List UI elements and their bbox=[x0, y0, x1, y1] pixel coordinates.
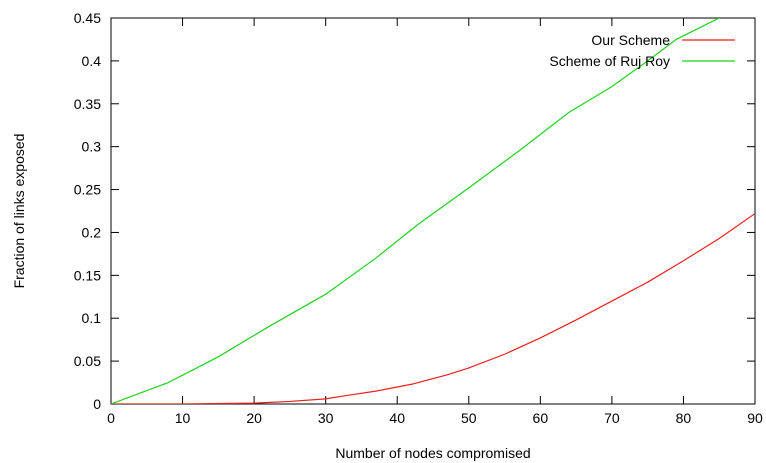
x-tick-label: 80 bbox=[676, 410, 692, 426]
x-tick-label: 70 bbox=[604, 410, 620, 426]
x-axis: 0 10 20 30 40 50 60 70 80 90 bbox=[107, 18, 763, 426]
y-tick-label: 0.1 bbox=[82, 310, 102, 326]
y-tick-label: 0.25 bbox=[74, 182, 101, 198]
legend-label-our-scheme: Our Scheme bbox=[591, 32, 670, 48]
series-line-our-scheme bbox=[111, 213, 755, 404]
y-tick-label: 0.15 bbox=[74, 267, 101, 283]
x-tick-label: 90 bbox=[747, 410, 763, 426]
plot-border bbox=[110, 17, 756, 405]
legend: Our Scheme Scheme of Ruj Roy bbox=[549, 32, 735, 69]
x-axis-title: Number of nodes compromised bbox=[335, 445, 530, 461]
y-tick-label: 0.45 bbox=[74, 10, 101, 26]
series-line-scheme-of-ruj-roy bbox=[111, 18, 720, 404]
x-tick-label: 30 bbox=[318, 410, 334, 426]
y-tick-label: 0.3 bbox=[82, 139, 102, 155]
y-tick-label: 0 bbox=[93, 396, 101, 412]
y-tick-label: 0.05 bbox=[74, 353, 101, 369]
y-axis-title: Fraction of links exposed bbox=[11, 134, 27, 289]
x-tick-label: 10 bbox=[175, 410, 191, 426]
plot-frame bbox=[110, 17, 756, 405]
x-tick-label: 0 bbox=[107, 410, 115, 426]
y-tick-label: 0.35 bbox=[74, 96, 101, 112]
x-tick-label: 60 bbox=[533, 410, 549, 426]
y-axis: 0 0.05 0.1 0.15 0.2 0.25 0.3 0.35 0.4 0.45 bbox=[74, 10, 755, 412]
legend-label-scheme-of-ruj-roy: Scheme of Ruj Roy bbox=[549, 53, 670, 69]
y-tick-label: 0.2 bbox=[82, 224, 102, 240]
series-layer bbox=[111, 18, 755, 404]
x-tick-label: 20 bbox=[246, 410, 262, 426]
x-tick-label: 40 bbox=[389, 410, 405, 426]
x-tick-label: 50 bbox=[461, 410, 477, 426]
y-tick-label: 0.4 bbox=[82, 53, 102, 69]
